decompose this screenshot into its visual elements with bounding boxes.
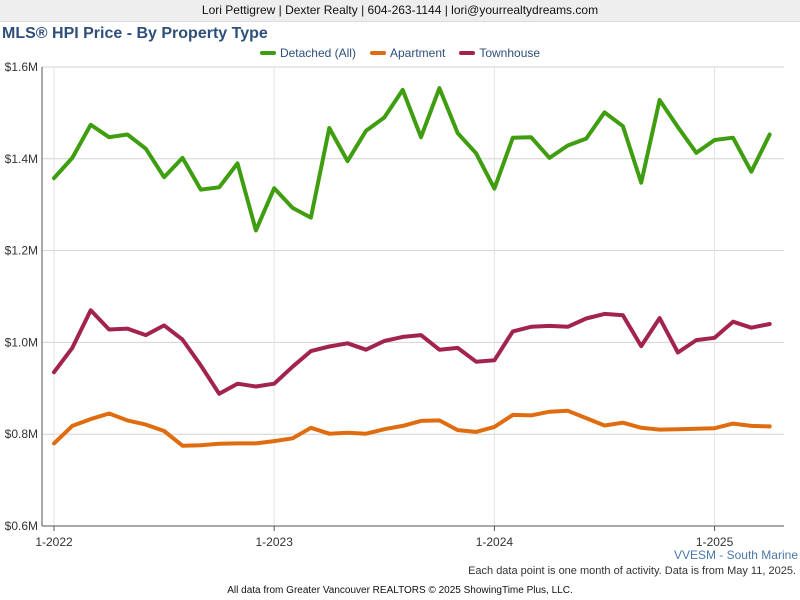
legend-item-apartment[interactable]: Apartment [369,46,446,60]
y-tick-label: $1.4M [5,152,38,166]
legend-label-detached: Detached (All) [279,46,356,60]
chart-legend: Detached (All) Apartment Townhouse [0,46,800,60]
region-label: VVESM - South Marine [673,548,798,562]
series-line-apartment[interactable] [52,408,772,448]
y-tick-label: $1.6M [5,60,38,74]
chart-title: MLS® HPI Price - By Property Type [2,25,268,42]
legend-item-detached[interactable]: Detached (All) [259,46,356,60]
legend-label-apartment: Apartment [389,46,446,60]
x-tick-label: 1-2023 [256,535,294,549]
series-lines [52,86,772,448]
legend-label-townhouse: Townhouse [479,46,541,60]
x-tick-label: 1-2024 [476,535,514,549]
y-tick-label: $0.6M [5,519,38,533]
contact-banner: Lori Pettigrew | Dexter Realty | 604-263… [0,0,800,22]
data-footnote: Each data point is one month of activity… [468,565,796,577]
legend-swatch-detached [259,51,276,55]
series-line-detached[interactable] [52,86,772,233]
series-line-townhouse[interactable] [52,308,772,396]
x-tick-label: 1-2022 [35,535,73,549]
axes [41,67,784,531]
y-tick-label: $1.0M [5,335,38,349]
y-tick-label: $0.8M [5,427,38,441]
x-tick-label: 1-2025 [696,535,734,549]
data-credit: All data from Greater Vancouver REALTORS… [227,585,573,596]
legend-swatch-apartment [369,51,386,55]
legend-item-townhouse[interactable]: Townhouse [459,46,540,60]
y-tick-label: $1.2M [5,244,38,258]
tick-labels: $0.6M $0.8M $1.0M $1.2M $1.4M $1.6M 1-2022 1-20… [5,60,734,549]
grid-lines [42,66,784,527]
legend-swatch-townhouse [459,51,476,55]
